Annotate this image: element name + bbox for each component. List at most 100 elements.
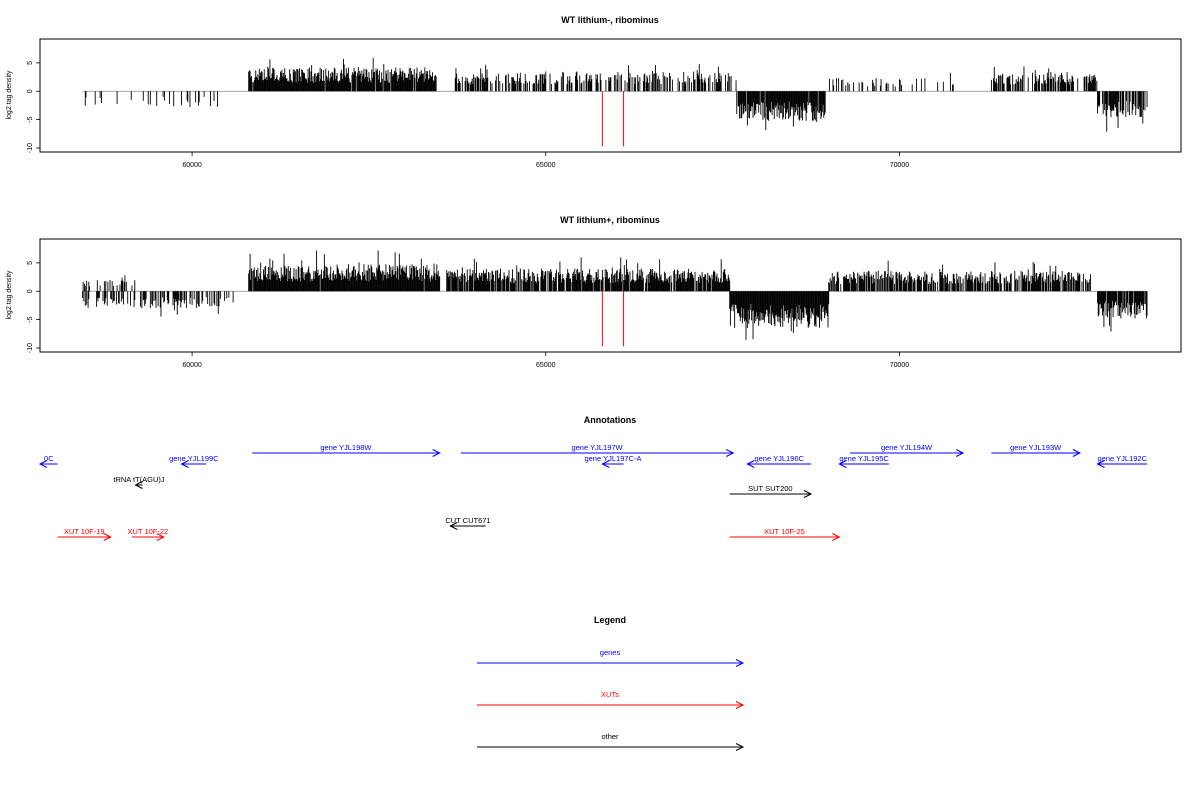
annotation-xut: XUT 10F-22 xyxy=(128,527,169,541)
y-tick-label: 5 xyxy=(27,261,34,265)
arrowhead-icon xyxy=(449,522,458,530)
arrowhead-icon xyxy=(803,490,813,498)
y-axis-label: log2 tag density xyxy=(6,70,13,120)
density-segment xyxy=(828,260,1091,292)
legend-label: other xyxy=(601,732,619,741)
panel-title: WT lithium-, ribominus xyxy=(561,15,659,25)
arrowhead-icon xyxy=(838,460,847,468)
density-segment xyxy=(82,275,136,292)
annotation-xut: XUT 10F-19 xyxy=(57,527,112,541)
arrowhead-icon xyxy=(156,533,165,541)
y-tick-label: -10 xyxy=(27,343,34,353)
y-tick-label: 5 xyxy=(27,61,34,65)
density-segment xyxy=(729,291,830,340)
legend-label: genes xyxy=(600,648,621,657)
annotation-label: gene YJL195C xyxy=(839,454,889,463)
arrowhead-icon xyxy=(735,659,745,667)
arrowhead-icon xyxy=(432,449,441,457)
density-segment xyxy=(545,64,737,92)
annotation-gene: gene YJL196C xyxy=(746,454,812,468)
density-segment xyxy=(1097,91,1148,132)
annotation-gene: gene YJL198W xyxy=(252,443,441,457)
annotation-label: tRNA tT(AGU)J xyxy=(113,475,165,484)
annotation-label: XUT 10F-19 xyxy=(64,527,105,536)
arrowhead-icon xyxy=(726,449,735,457)
annotation-other: SUT SUT200 xyxy=(729,484,813,498)
arrowhead-icon xyxy=(38,460,48,468)
annotation-features: 0C gene YJL199C gene YJL198W gene YJL197W ge… xyxy=(38,443,1148,541)
annotation-gene: gene YJL192C xyxy=(1096,454,1148,468)
x-tick-label: 60000 xyxy=(182,362,202,369)
y-tick-label: -5 xyxy=(27,316,34,322)
plot-frame xyxy=(39,238,1182,353)
annotation-label: SUT SUT200 xyxy=(748,484,792,493)
y-tick-label: 0 xyxy=(27,289,34,293)
arrowhead-icon xyxy=(1072,449,1081,457)
annotation-label: XUT 10F-25 xyxy=(764,527,805,536)
density-segment xyxy=(81,291,234,317)
annotation-label: gene YJL196C xyxy=(754,454,804,463)
arrowhead-icon xyxy=(180,460,189,468)
y-tick-label: -10 xyxy=(27,143,34,153)
arrowhead-icon xyxy=(103,533,112,541)
annotation-label: gene YJL192C xyxy=(1098,454,1148,463)
arrowhead-icon xyxy=(1096,460,1105,468)
arrowhead-icon xyxy=(955,449,965,457)
density-bars xyxy=(82,57,1148,147)
legend-entry-gene: genes xyxy=(477,648,745,667)
density-segment xyxy=(84,91,219,108)
density-segment xyxy=(454,64,546,92)
legend-entries: genes XUTs other xyxy=(477,648,745,751)
annotation-label: 0C xyxy=(44,454,54,463)
arrowhead-icon xyxy=(601,460,610,468)
annotation-label: gene YJL199C xyxy=(169,454,219,463)
x-tick-label: 65000 xyxy=(536,162,556,169)
y-tick-label: 0 xyxy=(27,89,34,93)
y-axis-label: log2 tag density xyxy=(6,270,13,320)
density-segment xyxy=(446,257,731,292)
arrowhead-icon xyxy=(832,533,841,541)
density-segment xyxy=(248,250,441,292)
annotation-label: XUT 10F-22 xyxy=(128,527,169,536)
x-tick-label: 60000 xyxy=(182,162,202,169)
y-tick-label: -5 xyxy=(27,116,34,122)
annotation-label: gene YJL194W xyxy=(881,443,933,452)
annotation-gene: gene YJL193W xyxy=(991,443,1081,457)
arrowhead-icon xyxy=(735,743,745,751)
annotation-xut: XUT 10F-25 xyxy=(729,527,841,541)
x-tick-label: 70000 xyxy=(890,162,910,169)
annotation-label: gene YJL198W xyxy=(320,443,372,452)
annotation-gene: gene YJL195C xyxy=(838,454,889,468)
density-segment xyxy=(990,66,1098,92)
legend-label: XUTs xyxy=(601,690,619,699)
annotation-label: gene YJL197W xyxy=(571,443,623,452)
axes: 5 0 -5 -10 60000 65000 70000 xyxy=(27,61,909,169)
annotation-gene: gene YJL197W xyxy=(460,443,735,457)
legend-entry-xut: XUTs xyxy=(477,690,745,709)
legend-title: Legend xyxy=(594,615,626,625)
track-panel-lithium-plus: WT lithium+, ribominus log2 tag density … xyxy=(6,215,1182,369)
density-segment xyxy=(248,57,437,92)
arrowhead-icon xyxy=(134,481,143,489)
legend-panel: Legend genes XUTs other xyxy=(477,615,745,751)
annotation-label: gene YJL197C-A xyxy=(584,454,641,463)
annotation-label: CUT CUT671 xyxy=(445,516,490,525)
annotations-title: Annotations xyxy=(584,415,637,425)
arrowhead-icon xyxy=(735,701,745,709)
x-tick-label: 70000 xyxy=(890,362,910,369)
plot-frame xyxy=(39,38,1182,153)
legend-entry-other: other xyxy=(477,732,745,751)
annotations-panel: Annotations 0C gene YJL199C gene YJL198W ge… xyxy=(38,415,1148,541)
annotation-other: CUT CUT671 xyxy=(445,516,491,530)
annotation-label: gene YJL193W xyxy=(1010,443,1062,452)
track-panel-lithium-minus: WT lithium-, ribominus log2 tag density … xyxy=(6,15,1182,169)
annotation-other: tRNA tT(AGU)J xyxy=(113,475,165,489)
x-tick-label: 65000 xyxy=(536,362,556,369)
axes: 5 0 -5 -10 60000 65000 70000 xyxy=(27,261,909,369)
density-segment xyxy=(736,91,826,131)
arrowhead-icon xyxy=(746,460,755,468)
density-segment xyxy=(828,72,954,92)
annotation-gene: gene YJL199C xyxy=(169,454,219,468)
annotation-gene: 0C xyxy=(38,454,58,468)
